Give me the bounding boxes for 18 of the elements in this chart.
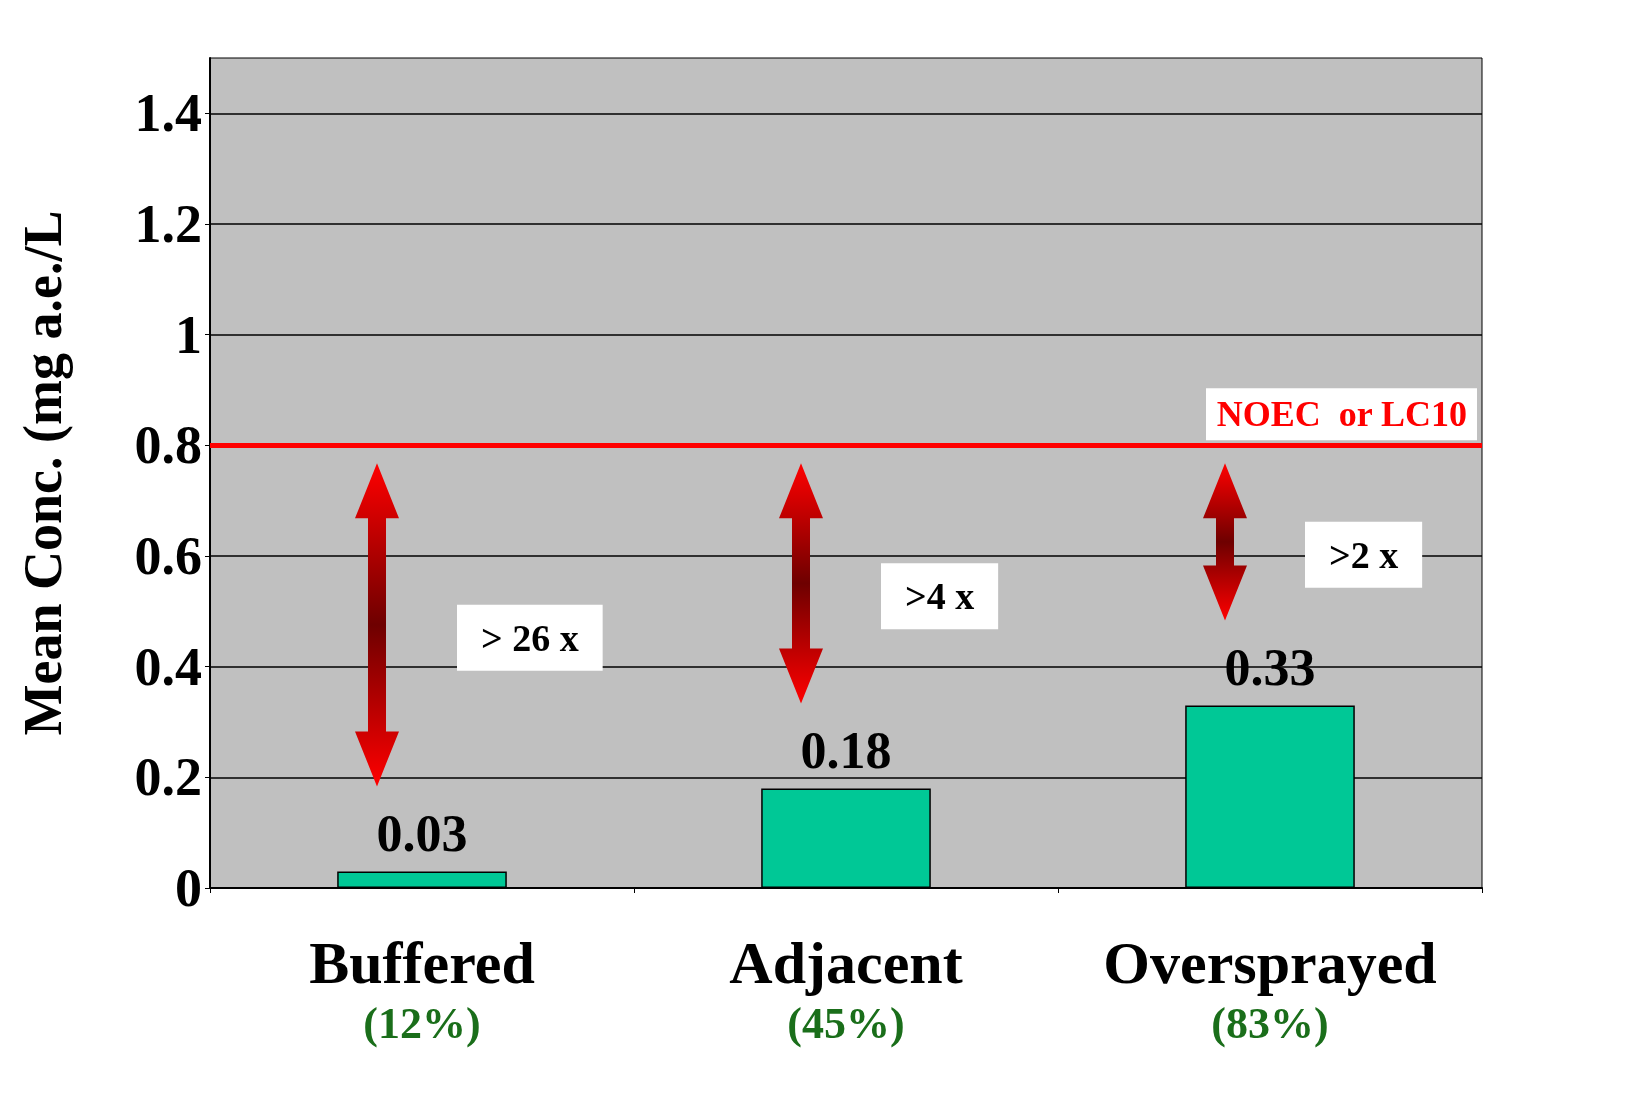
annotation: > 26 x [481,616,579,659]
y-tick-label: 0 [175,858,202,918]
y-tick-label: 1.4 [134,83,202,144]
y-tick-label: 0.4 [134,636,202,697]
x-tick-label: Adjacent (45%) [729,930,963,1048]
y-tick-label: 0.8 [134,415,202,476]
data-label: 0.18 [800,721,892,779]
x-tick-label: Buffered (12%) [309,930,535,1048]
y-tick-label: 1 [175,304,202,365]
ref-line-label: NOEC or LC10 [1216,394,1467,435]
y-axis-title: Mean Conc. (mg a.e./L [13,210,73,736]
y-tick-label: 0.2 [134,747,202,808]
annotation: >4 x [905,575,975,618]
annotation: >2 x [1329,533,1399,576]
data-label: 0.03 [376,804,468,862]
x-tick-label: Oversprayed (83%) [1103,930,1437,1048]
y-tick-label: 1.2 [134,194,202,254]
y-tick-label: 0.6 [134,526,202,586]
